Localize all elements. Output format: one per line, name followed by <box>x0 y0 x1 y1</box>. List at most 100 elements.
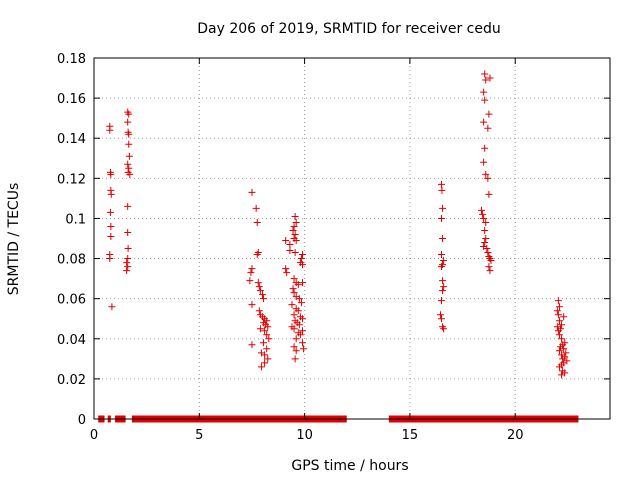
data-point <box>481 226 489 234</box>
data-point <box>485 263 493 271</box>
y-tick-label: 0.08 <box>57 253 86 268</box>
data-point <box>559 355 567 363</box>
data-point <box>282 237 290 245</box>
data-point <box>480 158 488 166</box>
data-point <box>290 289 298 297</box>
data-point <box>290 343 298 351</box>
data-point <box>555 331 563 339</box>
data-point <box>258 291 266 299</box>
grid-lines <box>94 58 610 419</box>
data-point <box>439 235 447 242</box>
x-tick-label: 15 <box>402 428 419 443</box>
data-point <box>106 126 114 134</box>
y-tick-label: 0.06 <box>57 293 86 308</box>
data-point <box>554 311 562 319</box>
data-point <box>282 265 290 273</box>
data-point <box>123 267 131 275</box>
chart-title: Day 206 of 2019, SRMTID for receiver ced… <box>197 21 500 37</box>
data-point <box>438 186 446 194</box>
data-point <box>297 299 305 307</box>
data-point <box>292 218 300 226</box>
data-point <box>299 251 307 259</box>
data-point <box>253 251 261 259</box>
data-point <box>487 257 495 265</box>
data-point <box>438 214 446 222</box>
data-point <box>558 371 566 379</box>
data-point <box>482 76 490 84</box>
data-point <box>126 170 134 178</box>
data-point <box>440 257 448 265</box>
data-point <box>560 313 568 321</box>
x-tick-label: 0 <box>90 428 98 443</box>
data-point <box>291 212 299 220</box>
data-point <box>480 214 488 222</box>
data-point <box>256 325 264 333</box>
data-point <box>283 269 291 277</box>
data-point <box>260 295 268 303</box>
data-point <box>478 206 486 214</box>
data-point <box>480 118 488 126</box>
data-point <box>438 315 446 323</box>
data-point <box>439 287 447 295</box>
y-tick-label: 0.02 <box>57 373 86 388</box>
data-point <box>248 341 256 349</box>
data-point <box>291 355 299 363</box>
data-point <box>486 74 494 82</box>
data-point <box>264 355 272 363</box>
data-point <box>254 279 262 287</box>
data-point <box>286 241 294 249</box>
data-point <box>263 331 271 339</box>
data-point <box>482 170 490 178</box>
data-point <box>248 188 256 196</box>
data-point <box>296 331 304 339</box>
data-point <box>555 317 563 325</box>
data-point <box>479 210 487 218</box>
y-tick-label: 0.12 <box>57 172 86 187</box>
data-point <box>248 301 256 309</box>
data-point <box>124 245 132 253</box>
data-point <box>124 228 132 236</box>
y-tick-label: 0.18 <box>57 52 86 67</box>
data-point <box>558 335 566 343</box>
data-point <box>290 222 298 230</box>
data-point <box>294 281 302 289</box>
y-tick-label: 0.16 <box>57 92 86 107</box>
data-point <box>124 202 132 210</box>
data-point <box>482 218 490 226</box>
data-point <box>124 263 132 271</box>
data-point <box>255 283 263 291</box>
data-point <box>292 237 300 245</box>
data-point <box>439 277 447 285</box>
data-point <box>481 96 489 104</box>
data-point <box>107 232 115 240</box>
data-point <box>125 164 133 172</box>
data-point <box>436 311 444 319</box>
data-point <box>255 307 263 315</box>
data-point <box>484 124 492 132</box>
data-point <box>438 180 446 188</box>
data-point <box>125 110 133 118</box>
data-point <box>299 279 307 287</box>
data-point <box>290 311 298 319</box>
y-tick-label: 0.14 <box>57 132 86 147</box>
data-point <box>485 190 493 198</box>
data-point <box>291 249 299 257</box>
data-point <box>438 297 446 305</box>
data-point <box>294 307 302 315</box>
data-point <box>480 88 488 96</box>
data-point <box>486 267 494 275</box>
data-point <box>300 345 308 353</box>
data-point <box>299 315 307 323</box>
data-point <box>482 235 490 242</box>
data-point <box>289 226 297 234</box>
data-point <box>481 144 489 152</box>
data-point <box>440 325 448 333</box>
data-point <box>263 345 271 353</box>
data-point <box>108 303 116 311</box>
data-point <box>295 295 303 303</box>
data-point <box>291 230 299 238</box>
data-point <box>125 152 133 160</box>
plot-border <box>93 57 611 420</box>
